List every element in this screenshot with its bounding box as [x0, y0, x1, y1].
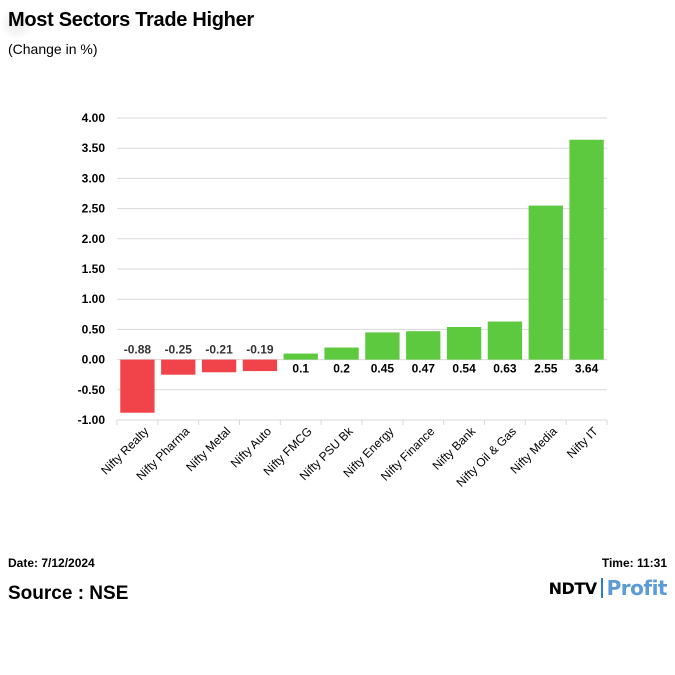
data-label: -0.25	[165, 343, 193, 357]
y-tick-label: 3.00	[82, 171, 106, 185]
y-tick-label: 1.50	[82, 262, 106, 276]
bar-nifty-psu-bk	[324, 347, 359, 360]
source-label: Source : NSE	[8, 583, 129, 604]
data-label: 2.55	[534, 362, 558, 376]
grid-lines	[116, 117, 608, 425]
ndtv-profit-logo: NDTV Profit	[548, 576, 668, 600]
data-label: -0.19	[246, 343, 274, 357]
bar-nifty-metal	[201, 359, 237, 373]
logo-profit-text: Profit	[606, 576, 668, 600]
x-tick-label: Nifty Metal	[183, 424, 233, 474]
y-tick-label: 4.00	[82, 111, 106, 125]
chart-subtitle: (Change in %)	[8, 41, 98, 57]
data-label: -0.21	[205, 343, 233, 357]
y-tick-label: 0.00	[82, 353, 106, 367]
bars	[120, 139, 604, 413]
data-labels: -0.88 -0.25 -0.21 -0.19 0.1 0.2 0.45 0.47 0.54 0.…	[124, 343, 599, 376]
title-shade	[0, 6, 34, 40]
x-tick-label: Nifty IT	[564, 424, 601, 461]
logo-divider	[600, 578, 603, 598]
logo-ndtv-text: NDTV	[548, 578, 597, 598]
date-label: Date: 7/12/2024	[8, 556, 95, 570]
data-label: 0.1	[292, 362, 309, 376]
bar-nifty-finance	[406, 331, 441, 360]
bar-nifty-it	[569, 139, 604, 360]
data-label: 3.64	[575, 362, 599, 376]
y-tick-label: -1.00	[78, 413, 106, 427]
bar-nifty-fmcg	[283, 353, 318, 360]
data-label: 0.2	[333, 362, 350, 376]
y-tick-label: 2.50	[82, 202, 106, 216]
bar-nifty-auto	[242, 359, 278, 372]
y-axis-tick-labels: 4.00 3.50 3.00 2.50 2.00 1.50 1.00 0.50 0.00 -0.5…	[78, 111, 106, 427]
bar-nifty-energy	[365, 332, 400, 360]
data-label: -0.88	[124, 343, 152, 357]
bar-nifty-pharma	[161, 359, 196, 375]
bar-nifty-oil-gas	[487, 321, 523, 360]
y-tick-label: 2.00	[82, 232, 106, 246]
time-label: Time: 11:31	[601, 556, 667, 570]
data-label: 0.63	[493, 362, 517, 376]
bar-nifty-bank	[446, 326, 482, 360]
data-label: 0.45	[371, 362, 395, 376]
data-label: 0.47	[412, 362, 436, 376]
bar-nifty-media	[528, 205, 563, 360]
y-tick-label: -0.50	[78, 383, 106, 397]
bar-nifty-realty	[120, 359, 155, 413]
y-tick-label: 1.00	[82, 292, 106, 306]
y-tick-label: 3.50	[82, 141, 106, 155]
y-tick-label: 0.50	[82, 322, 106, 336]
chart-title: Most Sectors Trade Higher	[8, 9, 254, 31]
data-label: 0.54	[452, 362, 476, 376]
